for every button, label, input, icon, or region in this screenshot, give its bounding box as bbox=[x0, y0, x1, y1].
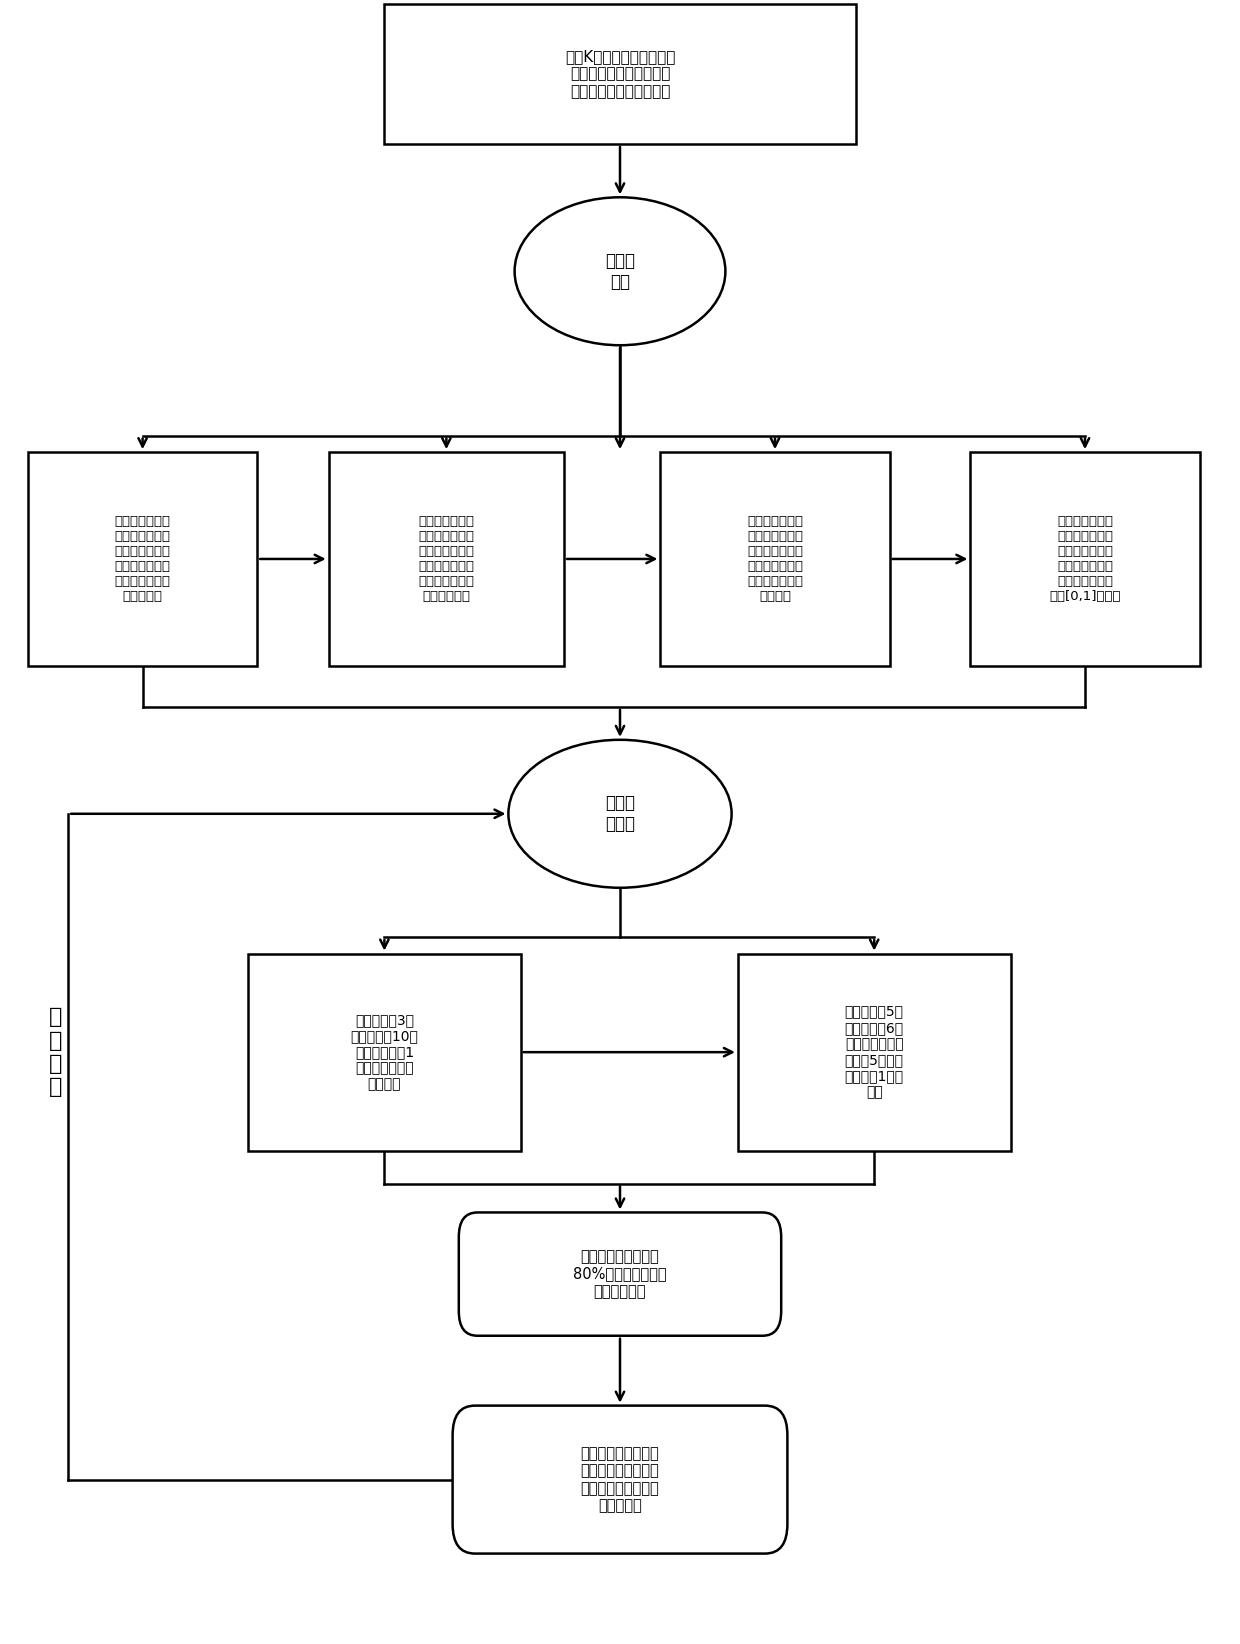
FancyBboxPatch shape bbox=[29, 452, 258, 666]
Text: 根据二维标准分
割图像块的像素
信息判定对应的
二维核磁共振海
马体分割图像块
是否为有效块: 根据二维标准分 割图像块的像素 信息判定对应的 二维核磁共振海 马体分割图像块 … bbox=[418, 515, 475, 603]
Text: 构建网
络模型: 构建网 络模型 bbox=[605, 794, 635, 834]
FancyBboxPatch shape bbox=[329, 452, 564, 666]
Text: 迭
代
训
练: 迭 代 训 练 bbox=[50, 1008, 62, 1097]
FancyBboxPatch shape bbox=[970, 452, 1200, 666]
Ellipse shape bbox=[515, 197, 725, 345]
FancyBboxPatch shape bbox=[660, 452, 890, 666]
Text: 编码框架：3个
子输入层、10个
神经网络块、1
个多尺度输入信
息融合层: 编码框架：3个 子输入层、10个 神经网络块、1 个多尺度输入信 息融合层 bbox=[351, 1013, 418, 1092]
FancyBboxPatch shape bbox=[459, 1213, 781, 1335]
Text: 对增强后的所有
有效二维核磁共
振海马体分割图
像块进行归一化
处理，使像素值
处于[0,1]范围内: 对增强后的所有 有效二维核磁共 振海马体分割图 像块进行归一化 处理，使像素值 … bbox=[1049, 515, 1121, 603]
Text: 训练模型：有效块的
80%归为训练集，剩
余的为测试集: 训练模型：有效块的 80%归为训练集，剩 余的为测试集 bbox=[573, 1249, 667, 1299]
Text: 数据预
处理: 数据预 处理 bbox=[605, 252, 635, 291]
FancyBboxPatch shape bbox=[384, 5, 856, 145]
Text: 将每幅核磁共振
海马体图像及其
对应的标准分割
图像分别切割成
三种不同大小的
二维图像块: 将每幅核磁共振 海马体图像及其 对应的标准分割 图像分别切割成 三种不同大小的 … bbox=[114, 515, 171, 603]
Ellipse shape bbox=[508, 740, 732, 888]
FancyBboxPatch shape bbox=[453, 1406, 787, 1554]
Text: 对每幅有效的二
维核磁共振海马
体分割图像块及
对应的标准分割
图像块进行数据
增强处理: 对每幅有效的二 维核磁共振海马 体分割图像块及 对应的标准分割 图像块进行数据 … bbox=[746, 515, 804, 603]
FancyBboxPatch shape bbox=[248, 954, 521, 1151]
Text: 解码框架：5个
反卷积层、6个
多分辨率特征融
合层、5个神经
网络块、1个输
出层: 解码框架：5个 反卷积层、6个 多分辨率特征融 合层、5个神经 网络块、1个输 … bbox=[844, 1004, 904, 1100]
Text: 选取K幅核磁共振海马体图
像及每幅核磁共振海马体
图像对应的标准分割图像: 选取K幅核磁共振海马体图 像及每幅核磁共振海马体 图像对应的标准分割图像 bbox=[564, 49, 676, 99]
FancyBboxPatch shape bbox=[738, 954, 1011, 1151]
Text: 测试模型：保存双重
密集上下文感知网络
的最优参数，用于测
试集的检验: 测试模型：保存双重 密集上下文感知网络 的最优参数，用于测 试集的检验 bbox=[580, 1447, 660, 1512]
